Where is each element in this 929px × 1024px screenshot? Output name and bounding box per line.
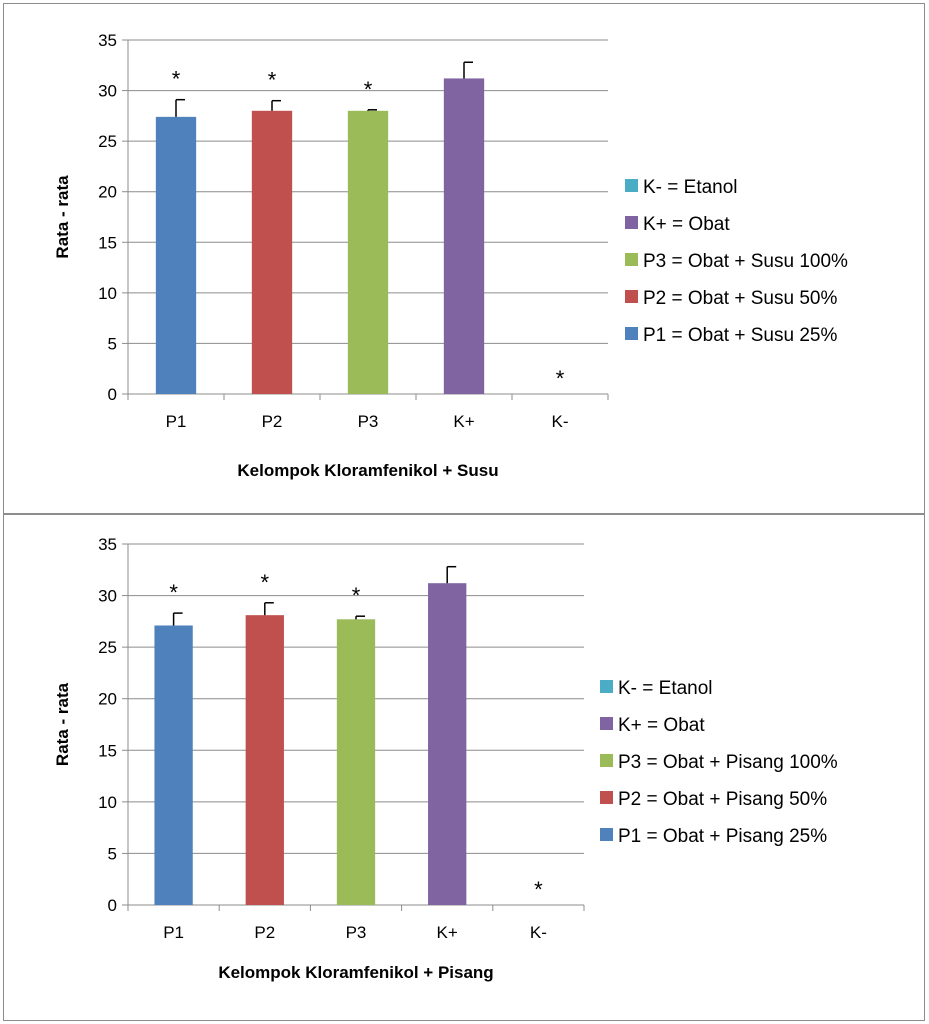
legend-swatch [600, 754, 613, 767]
legend-swatch [625, 179, 638, 192]
x-tick-label: K- [552, 412, 569, 431]
legend-label: P1 = Obat + Pisang 25% [618, 826, 827, 847]
bar-chart-susu: 0 5 10 15 20 25 30 35 * P1 * P2 * P3 K+ * K- Kelompok Klo… [53, 31, 848, 480]
y-tick-label: 20 [98, 183, 117, 202]
y-tick-label: 5 [108, 844, 117, 863]
legend-label: K+ = Obat [643, 214, 730, 235]
y-axis-title: Rata - rata [53, 175, 72, 259]
bar-kplus [443, 78, 485, 394]
significance-marker: * [268, 68, 277, 93]
bar-p2 [251, 110, 293, 395]
x-tick-label: P2 [262, 412, 283, 431]
y-tick-label: 20 [98, 690, 117, 709]
significance-marker: * [556, 366, 565, 391]
x-axis-title: Kelompok Kloramfenikol + Susu [237, 461, 498, 480]
x-tick-label: P3 [358, 412, 379, 431]
legend-swatch [600, 791, 613, 804]
bar-p2 [245, 615, 284, 905]
legend-label: P2 = Obat + Susu 50% [643, 288, 837, 309]
bar-p3 [336, 619, 376, 905]
legend-label: K+ = Obat [618, 715, 705, 736]
y-tick-label: 0 [108, 896, 117, 915]
legend-label: K- = Etanol [643, 177, 738, 198]
legend-swatch [625, 290, 638, 303]
bar-kplus [428, 583, 467, 905]
y-tick-label: 10 [98, 284, 117, 303]
legend-label: P3 = Obat + Susu 100% [643, 251, 848, 272]
x-axis-title: Kelompok Kloramfenikol + Pisang [218, 963, 493, 982]
y-axis-title: Rata - rata [53, 682, 72, 766]
y-tick-label: 30 [98, 587, 117, 606]
legend-swatch [600, 680, 613, 693]
bar-p1 [154, 625, 193, 905]
bar-p3 [347, 110, 389, 395]
legend-swatch [600, 828, 613, 841]
y-tick-label: 15 [98, 233, 117, 252]
x-tick-label: K+ [453, 412, 474, 431]
significance-marker: * [169, 580, 178, 605]
x-tick-label: P3 [346, 923, 367, 942]
y-tick-label: 15 [98, 741, 117, 760]
bar-chart-pisang: 0 5 10 15 20 25 30 35 * P1 * P2 * P3 K+ * K- Kelompok Klo… [53, 535, 838, 982]
legend-swatch [600, 717, 613, 730]
y-tick-label: 0 [108, 385, 117, 404]
x-tick-label: K- [530, 923, 547, 942]
x-tick-label: K+ [437, 923, 458, 942]
y-tick-label: 35 [98, 31, 117, 50]
x-tick-label: P1 [163, 923, 184, 942]
y-tick-label: 35 [98, 535, 117, 554]
significance-marker: * [172, 67, 181, 92]
significance-marker: * [352, 583, 361, 608]
x-tick-label: P1 [166, 412, 187, 431]
significance-marker: * [261, 570, 270, 595]
y-tick-label: 25 [98, 132, 117, 151]
bar-p1 [155, 116, 197, 395]
significance-marker: * [364, 77, 373, 102]
legend-swatch [625, 253, 638, 266]
significance-marker: * [534, 877, 543, 902]
legend-label: P3 = Obat + Pisang 100% [618, 752, 838, 773]
x-tick-label: P2 [254, 923, 275, 942]
legend-swatch [625, 327, 638, 340]
legend-label: P2 = Obat + Pisang 50% [618, 789, 827, 810]
legend-label: K- = Etanol [618, 678, 713, 699]
y-tick-label: 30 [98, 82, 117, 101]
legend-swatch [625, 216, 638, 229]
y-tick-label: 25 [98, 638, 117, 657]
chart-panel-pisang: 0 5 10 15 20 25 30 35 * P1 * P2 * P3 K+ * K- Kelompok Klo… [3, 514, 925, 1021]
y-tick-label: 10 [98, 793, 117, 812]
y-tick-label: 5 [108, 334, 117, 353]
legend-label: P1 = Obat + Susu 25% [643, 325, 837, 346]
chart-panel-susu: 0 5 10 15 20 25 30 35 * P1 * P2 * P3 K+ * K- Kelompok Klo… [3, 3, 925, 514]
